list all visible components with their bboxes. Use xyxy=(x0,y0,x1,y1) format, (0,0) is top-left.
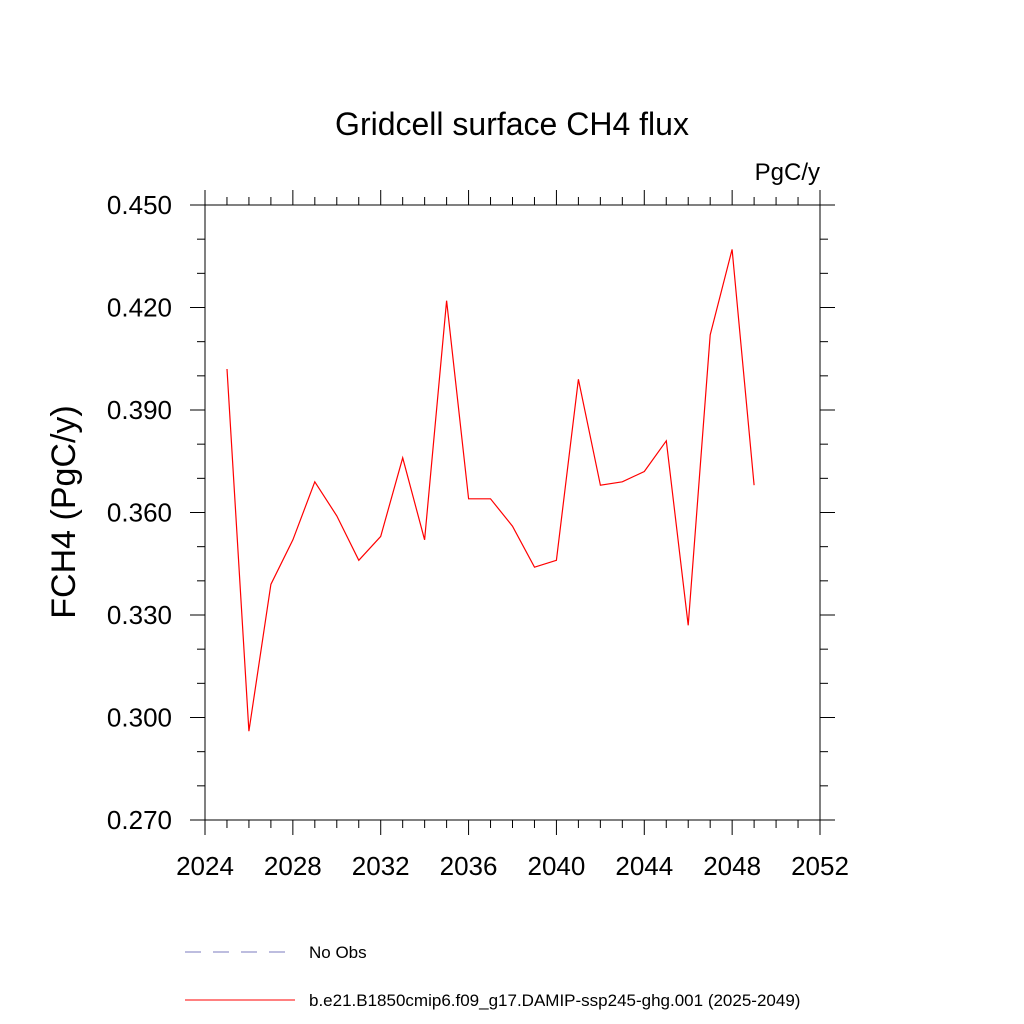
legend-label: b.e21.B1850cmip6.f09_g17.DAMIP-ssp245-gh… xyxy=(309,991,800,1010)
units-label: PgC/y xyxy=(755,159,820,186)
x-tick-label: 2028 xyxy=(264,851,322,881)
y-tick-label: 0.330 xyxy=(107,600,172,630)
chart-title: Gridcell surface CH4 flux xyxy=(335,106,689,142)
x-tick-label: 2032 xyxy=(352,851,410,881)
y-tick-label: 0.420 xyxy=(107,293,172,323)
y-tick-label: 0.300 xyxy=(107,703,172,733)
y-tick-label: 0.270 xyxy=(107,805,172,835)
x-tick-label: 2036 xyxy=(440,851,498,881)
y-axis-label: FCH4 (PgC/y) xyxy=(45,405,83,618)
y-tick-label: 0.390 xyxy=(107,395,172,425)
series-line xyxy=(226,249,755,732)
x-tick-label: 2040 xyxy=(528,851,586,881)
x-tick-label: 2044 xyxy=(615,851,673,881)
x-tick-label: 2052 xyxy=(791,851,849,881)
plot-area xyxy=(226,249,755,732)
legend-label: No Obs xyxy=(309,943,367,962)
y-tick-label: 0.360 xyxy=(107,498,172,528)
axes: 2024 2028 2032 2036 2040 2044 2048 2052 0.270 0.3… xyxy=(107,190,849,881)
legend: No Obs b.e21.B1850cmip6.f09_g17.DAMIP-ssp… xyxy=(185,943,800,1010)
x-tick-label: 2048 xyxy=(703,851,761,881)
x-tick-label: 2024 xyxy=(176,851,234,881)
plot-frame xyxy=(204,204,821,821)
y-tick-label: 0.450 xyxy=(107,190,172,220)
